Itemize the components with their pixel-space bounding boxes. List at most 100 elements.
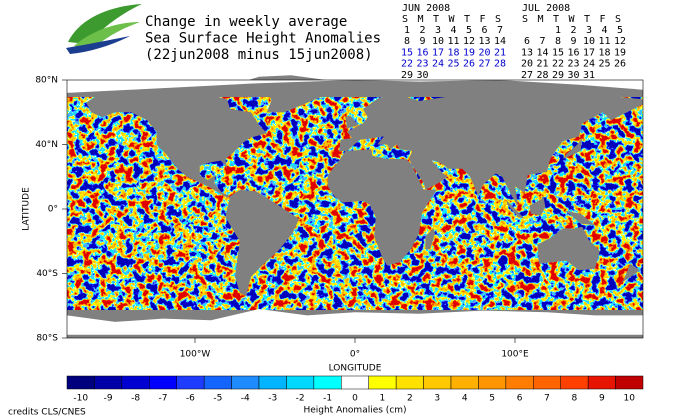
weekday: T — [553, 14, 559, 25]
day: 17 — [583, 47, 595, 58]
weekday: F — [600, 14, 606, 25]
colorbar-swatch — [615, 375, 644, 390]
day: 24 — [432, 59, 444, 70]
day: 19 — [614, 47, 626, 58]
x-axis-label: LONGITUDE — [329, 364, 382, 374]
x-tick-label: 100°W — [180, 350, 211, 360]
day: 31 — [583, 70, 595, 81]
day: 16 — [416, 47, 428, 58]
day: 15 — [401, 47, 413, 58]
y-tick-label: 40°N — [35, 140, 58, 150]
title-line: Sea Surface Height Anomalies — [145, 31, 381, 47]
colorbar-swatch — [505, 375, 534, 390]
y-tick-label: 80°N — [35, 76, 58, 86]
day: 21 — [494, 47, 506, 58]
land — [225, 189, 299, 297]
colorbar-label: 4 — [462, 394, 468, 404]
day: 8 — [555, 36, 561, 47]
colorbar-label: 8 — [572, 394, 578, 404]
colorbar-swatch — [341, 375, 369, 390]
colorbar-label: -7 — [159, 394, 168, 404]
land — [620, 263, 640, 284]
day: 7 — [497, 25, 503, 36]
land — [507, 200, 525, 219]
day: 10 — [583, 36, 595, 47]
day: 4 — [601, 25, 607, 36]
arctic-ice — [67, 80, 643, 93]
colorbar-swatch — [423, 375, 452, 390]
day: 16 — [567, 47, 579, 58]
colorbar-label: -1 — [323, 394, 332, 404]
colorbar-label: -10 — [73, 394, 88, 404]
land — [345, 115, 359, 129]
day: 20 — [521, 59, 533, 70]
day: 18 — [598, 47, 610, 58]
colorbar-swatch — [286, 375, 315, 390]
day: 8 — [404, 36, 410, 47]
weekday: F — [480, 14, 486, 25]
y-tick-label: 0° — [48, 205, 58, 215]
weekday: S — [495, 14, 501, 25]
colorbar-swatch — [66, 375, 95, 390]
colorbar-swatch — [395, 375, 424, 390]
colorbar-label: 2 — [407, 394, 413, 404]
y-tick-label: 40°S — [36, 269, 58, 279]
day: 9 — [570, 36, 576, 47]
colorbar-swatch — [231, 375, 260, 390]
weekday: S — [522, 14, 528, 25]
day: 4 — [450, 25, 456, 36]
weekday: S — [402, 14, 408, 25]
land — [529, 197, 546, 216]
colorbar-swatch — [176, 375, 205, 390]
land — [564, 210, 595, 226]
colorbar-swatch — [450, 375, 479, 390]
day: 1 — [555, 25, 561, 36]
day: 6 — [524, 36, 530, 47]
colorbar-swatch — [94, 375, 123, 390]
day: 11 — [447, 36, 459, 47]
y-tick-label: 80°S — [36, 334, 58, 344]
day: 25 — [447, 59, 459, 70]
day: 28 — [494, 59, 506, 70]
day: 15 — [552, 47, 564, 58]
colorbar-swatch — [203, 375, 232, 390]
sea-ice — [67, 309, 643, 335]
colorbar-label: 7 — [544, 394, 550, 404]
calendar-title: JUN 2008 — [402, 3, 450, 14]
day: 19 — [463, 47, 475, 58]
land — [537, 226, 600, 271]
day: 17 — [432, 47, 444, 58]
day: 29 — [401, 70, 413, 81]
colorbar-swatch — [478, 375, 507, 390]
land — [339, 84, 643, 206]
colorbar-swatch — [587, 375, 616, 390]
day: 26 — [614, 59, 626, 70]
day: 5 — [617, 25, 623, 36]
y-axis-label: LATITUDE — [22, 187, 32, 231]
day: 30 — [567, 70, 579, 81]
title-line: (22jun2008 minus 15jun2008) — [145, 47, 373, 63]
weekday: W — [569, 14, 576, 25]
land — [86, 92, 267, 198]
colorbar-label: -2 — [296, 394, 305, 404]
weekday: T — [584, 14, 590, 25]
land — [425, 228, 435, 250]
day: 23 — [567, 59, 579, 70]
day: 12 — [463, 36, 475, 47]
colorbar-swatch — [560, 375, 589, 390]
day: 1 — [404, 25, 410, 36]
calendar-title: JUL 2008 — [522, 3, 570, 14]
day: 25 — [598, 59, 610, 70]
day: 20 — [478, 47, 490, 58]
day: 14 — [494, 36, 506, 47]
day: 22 — [401, 59, 413, 70]
colorbar-label: 9 — [599, 394, 605, 404]
weekday: W — [449, 14, 456, 25]
weekday: T — [464, 14, 470, 25]
colorbar-swatch — [258, 375, 287, 390]
day: 6 — [481, 25, 487, 36]
colorbar-title: Height Anomalies (cm) — [303, 406, 406, 416]
day: 9 — [419, 36, 425, 47]
day: 23 — [416, 59, 428, 70]
colorbar-swatch — [149, 375, 177, 390]
